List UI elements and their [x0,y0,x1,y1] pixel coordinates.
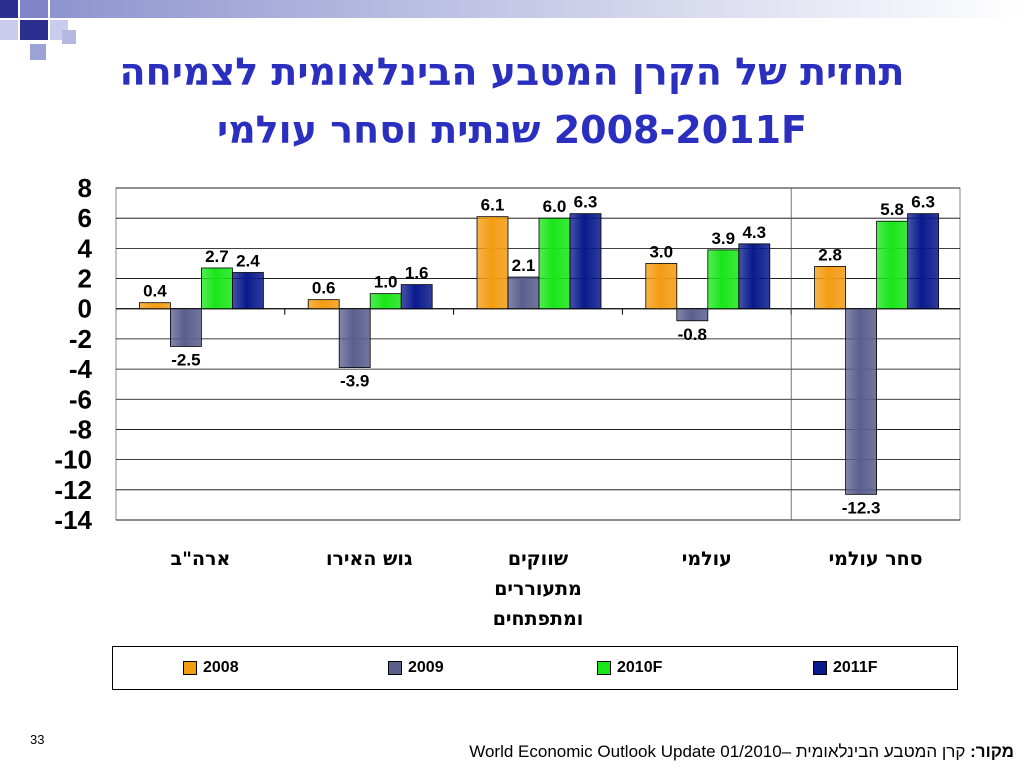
y-tick-label: -2 [69,324,92,354]
bar-2010f [707,249,740,310]
data-label: 2.4 [236,252,260,271]
bar-2008 [476,216,509,310]
legend-item-2011f: 2011F [813,659,877,677]
decor-square [0,0,18,18]
bar-2010f [369,293,402,310]
decor-top-bar [50,0,1024,18]
data-label: -3.9 [340,372,369,391]
data-label: 6.0 [543,197,567,216]
slide-title-line1: תחזית של הקרן המטבע הבינלאומית לצמיחה [119,50,905,94]
decor-square [62,30,76,44]
data-label: 6.3 [574,193,598,212]
data-label: -12.3 [842,498,881,517]
data-label: 2.1 [512,256,536,275]
category-label: סחר עולמי [791,544,960,574]
slide-title-line2: 2008-2011F שנתית וסחר עולמי [217,108,807,152]
bar-2010f [876,220,908,310]
decor-square [0,20,18,40]
bar-2010f [200,267,233,310]
bar-2010f [538,217,571,310]
source-text: קרן המטבע הבינלאומית –World Economic Out… [469,742,971,761]
bar-2011f [231,272,264,310]
data-label: 6.1 [481,196,505,215]
category-label-line: ומתפתחים [492,608,584,630]
bar-2011f [738,243,771,310]
source-label: מקור: [970,742,1014,761]
data-label: 0.6 [312,279,336,298]
decor-square [20,0,48,18]
source-note: מקור: קרן המטבע הבינלאומית –World Econom… [469,742,1014,762]
legend-label: 2010F [617,659,663,676]
category-label-line: ארה"ב [170,548,231,570]
legend-swatch [597,661,611,675]
bar-2009 [169,308,202,347]
category-label-line: שווקים [507,548,569,570]
category-label: עולמי [622,544,791,574]
bar-2009 [338,308,371,368]
legend-swatch [388,661,402,675]
bar-2011f [569,213,602,310]
y-tick-label: 4 [78,233,93,263]
category-label: ארה"ב [116,544,285,574]
category-label-line: מתעוררים [494,578,582,600]
chart-legend: 2008 2009 2010F 2011F [112,646,958,690]
decor-square [20,20,48,40]
bar-2009 [845,308,877,495]
data-label: -2.5 [171,350,200,369]
category-label-line: גוש האירו [325,548,413,570]
y-tick-label: 6 [78,203,92,233]
data-label: 3.0 [649,242,673,261]
data-label: 2.7 [205,247,229,266]
y-tick-label: -12 [54,475,92,505]
bar-2011f [907,213,939,310]
legend-swatch [183,661,197,675]
category-label: גוש האירו [285,544,454,574]
data-label: 5.8 [880,200,904,219]
y-tick-label: -4 [69,354,93,384]
category-label: שווקים מתעוררים ומתפתחים [454,544,623,634]
y-tick-label: -6 [69,384,92,414]
legend-item-2008: 2008 [183,659,239,677]
category-label-line: סחר עולמי [828,548,923,570]
legend-label: 2008 [203,659,239,676]
y-tick-label: -10 [54,445,92,475]
bar-2008 [814,266,846,310]
data-label: 1.6 [405,264,429,283]
y-tick-label: 2 [78,264,92,294]
data-label: 0.4 [143,282,167,301]
bar-2009 [507,276,540,310]
bar-2008 [138,302,171,310]
decor-square [30,44,46,60]
data-label: 2.8 [818,245,842,264]
legend-item-2010f: 2010F [597,659,662,677]
bar-2008 [307,299,340,310]
data-label: -0.8 [678,325,707,344]
data-label: 4.3 [742,223,766,242]
data-label: 6.3 [911,193,935,212]
y-tick-label: 8 [78,175,92,203]
bar-2008 [645,263,678,310]
data-label: 3.9 [711,229,735,248]
data-label: 1.0 [374,273,398,292]
y-tick-label: -14 [54,505,92,535]
bar-2011f [400,284,433,310]
y-tick-label: 0 [78,294,92,324]
legend-label: 2009 [408,659,444,676]
legend-item-2009: 2009 [388,659,444,677]
page-number: 33 [30,732,45,747]
plot-area [115,187,961,521]
bar-2009 [676,308,709,322]
legend-swatch [813,661,827,675]
category-label-line: עולמי [681,548,732,570]
legend-label: 2011F [833,659,878,676]
y-tick-label: -8 [69,414,92,444]
